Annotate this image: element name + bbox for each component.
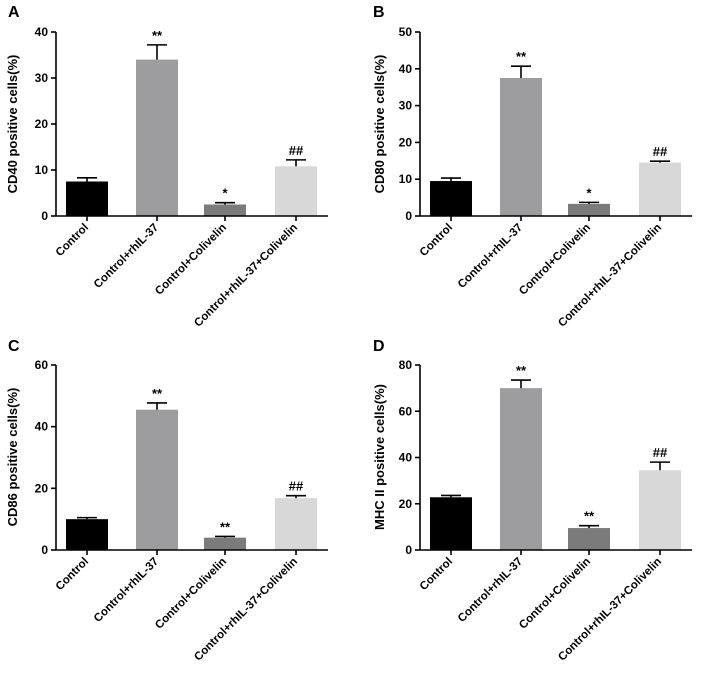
y-tick-label: 10: [399, 172, 413, 186]
significance-marker-3: **: [584, 509, 595, 524]
y-axis-label: CD40 positive cells(%): [5, 55, 20, 194]
y-tick-label: 0: [405, 543, 412, 557]
panel-letter: D: [373, 338, 385, 355]
panel-c: C CD86 positive cells(%) Control ** Control+…: [5, 338, 328, 664]
bar-4: [275, 498, 317, 550]
bar-2: [136, 409, 178, 550]
x-tick-label-3: Control+Colivelin: [153, 556, 229, 632]
y-tick-label: 40: [35, 25, 49, 39]
bar-1: [66, 181, 108, 216]
panel-letter: A: [8, 4, 20, 21]
panel-a: A CD40 positive cells(%) Control ** Control+…: [5, 4, 328, 330]
panel-letter: B: [373, 4, 385, 21]
significance-marker-3: *: [586, 185, 592, 200]
bar-3: [568, 528, 610, 550]
y-tick-label: 0: [405, 209, 412, 223]
x-tick-label-2: Control+rhIL-37: [456, 556, 525, 625]
x-tick-label-2: Control+rhIL-37: [456, 222, 525, 291]
significance-marker-3: *: [222, 186, 228, 201]
bar-4: [275, 166, 317, 216]
bar-4: [639, 470, 681, 550]
y-axis-label: CD86 positive cells(%): [5, 388, 20, 527]
x-tick-label-1: Control: [418, 556, 455, 593]
significance-marker-3: **: [220, 519, 231, 534]
x-tick-label-2: Control+rhIL-37: [92, 556, 161, 625]
bar-2: [136, 59, 178, 216]
x-tick-label-3: Control+Colivelin: [153, 222, 229, 298]
y-tick-label: 80: [399, 358, 413, 372]
x-tick-label-2: Control+rhIL-37: [92, 222, 161, 291]
panel-d: D MHC II positive cells(%) Control ** Contro…: [372, 338, 692, 664]
significance-marker-2: **: [516, 363, 527, 378]
x-tick-label-3: Control+Colivelin: [517, 222, 593, 298]
y-tick-label: 40: [399, 62, 413, 76]
x-tick-label-1: Control: [418, 222, 455, 259]
y-tick-label: 0: [41, 543, 48, 557]
y-axis-label: CD80 positive cells(%): [372, 55, 387, 194]
bar-2: [500, 388, 542, 550]
y-tick-label: 50: [399, 25, 413, 39]
significance-marker-4: ##: [653, 144, 668, 159]
x-tick-label-1: Control: [54, 222, 91, 259]
y-axis-label: MHC II positive cells(%): [372, 384, 387, 530]
y-tick-label: 20: [399, 497, 413, 511]
significance-marker-2: **: [152, 386, 163, 401]
y-tick-label: 20: [35, 117, 49, 131]
y-tick-label: 60: [35, 358, 49, 372]
significance-marker-4: ##: [653, 445, 668, 460]
y-tick-label: 20: [399, 135, 413, 149]
bar-3: [204, 537, 246, 550]
y-tick-label: 20: [35, 481, 49, 495]
bar-1: [430, 497, 472, 550]
x-tick-label-3: Control+Colivelin: [517, 556, 593, 632]
significance-marker-2: **: [152, 28, 163, 43]
bar-2: [500, 78, 542, 216]
y-tick-label: 60: [399, 404, 413, 418]
y-tick-label: 40: [35, 420, 49, 434]
y-tick-label: 0: [41, 209, 48, 223]
bar-3: [568, 203, 610, 216]
significance-marker-4: ##: [289, 143, 304, 158]
bar-4: [639, 162, 681, 216]
x-tick-label-1: Control: [54, 556, 91, 593]
y-tick-label: 10: [35, 163, 49, 177]
panel-b: B CD80 positive cells(%) Control ** Control+…: [372, 4, 692, 330]
bar-1: [66, 519, 108, 550]
y-tick-label: 30: [399, 99, 413, 113]
significance-marker-2: **: [516, 49, 527, 64]
significance-marker-4: ##: [289, 479, 304, 494]
bar-3: [204, 204, 246, 216]
bar-1: [430, 181, 472, 216]
y-tick-label: 40: [399, 451, 413, 465]
y-tick-label: 30: [35, 71, 49, 85]
panel-letter: C: [8, 338, 20, 355]
